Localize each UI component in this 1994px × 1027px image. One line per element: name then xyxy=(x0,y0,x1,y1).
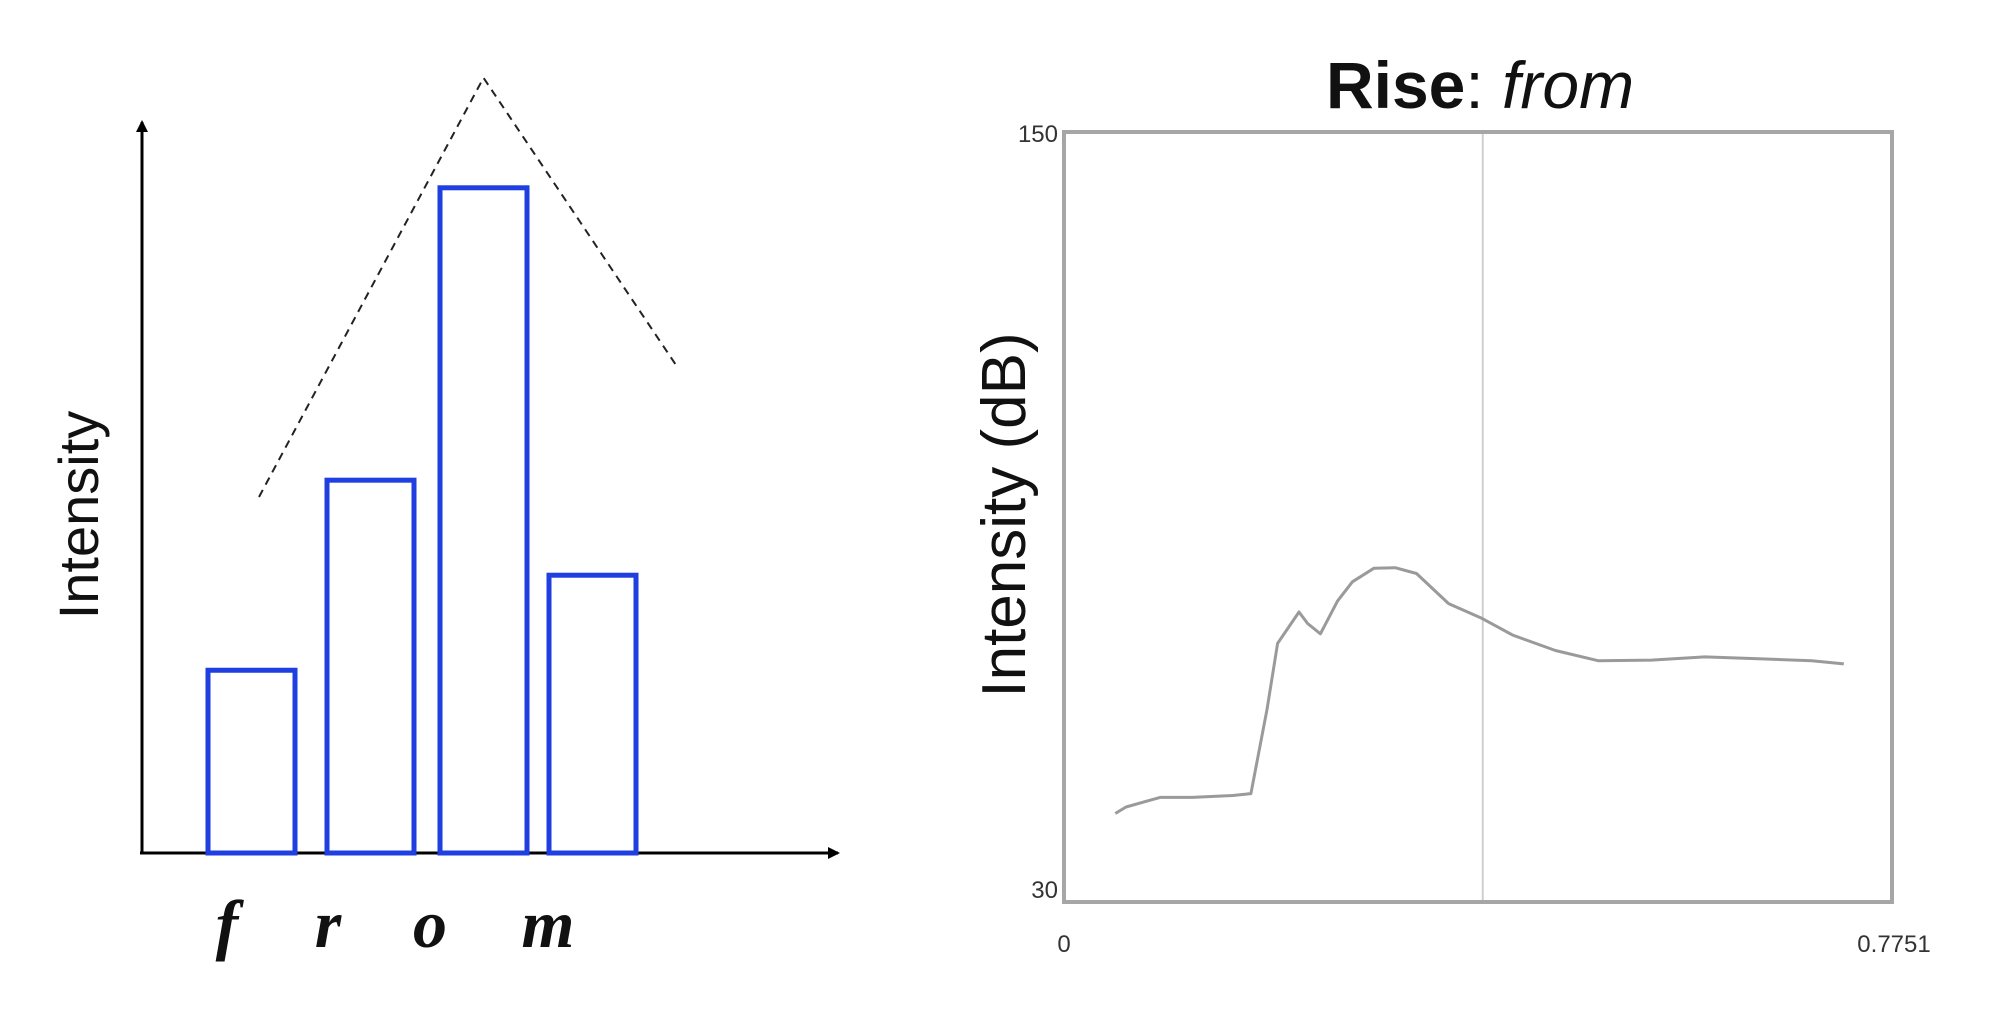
y-tick-min: 30 xyxy=(1031,877,1058,904)
bar-f xyxy=(205,667,298,856)
chart-title-italic: from xyxy=(1502,48,1634,122)
left-y-axis-label: Intensity xyxy=(47,411,110,620)
chart-title-bold: Rise xyxy=(1326,48,1465,122)
plot-frame xyxy=(1062,130,1894,904)
chart-title: Rise: from xyxy=(1326,48,1634,122)
category-label-f: f xyxy=(216,886,245,962)
bar-o xyxy=(437,185,530,856)
y-tick-max: 150 xyxy=(1018,121,1058,148)
chart-title-separator: : xyxy=(1465,48,1483,122)
right-y-axis-label: Intensity (dB) xyxy=(970,332,1039,697)
bar-r xyxy=(324,477,417,856)
intensity-contour-line xyxy=(1114,566,1844,815)
category-label-r: r xyxy=(315,886,342,962)
bar-m xyxy=(546,572,639,856)
x-tick-max: 0.7751 xyxy=(1857,931,1930,958)
dashed-peak-trend-line xyxy=(258,75,679,498)
category-label-m: m xyxy=(522,886,575,962)
x-tick-min: 0 xyxy=(1057,931,1070,958)
bar-group xyxy=(205,185,639,856)
category-label-o: o xyxy=(413,886,447,962)
axis-tick-labels: 150 30 0 0.7751 xyxy=(1018,121,1931,958)
chart-title-space xyxy=(1484,48,1502,122)
intensity-contour-plot: Rise: from Intensity (dB) 150 30 0 0.7751 xyxy=(970,48,1931,958)
